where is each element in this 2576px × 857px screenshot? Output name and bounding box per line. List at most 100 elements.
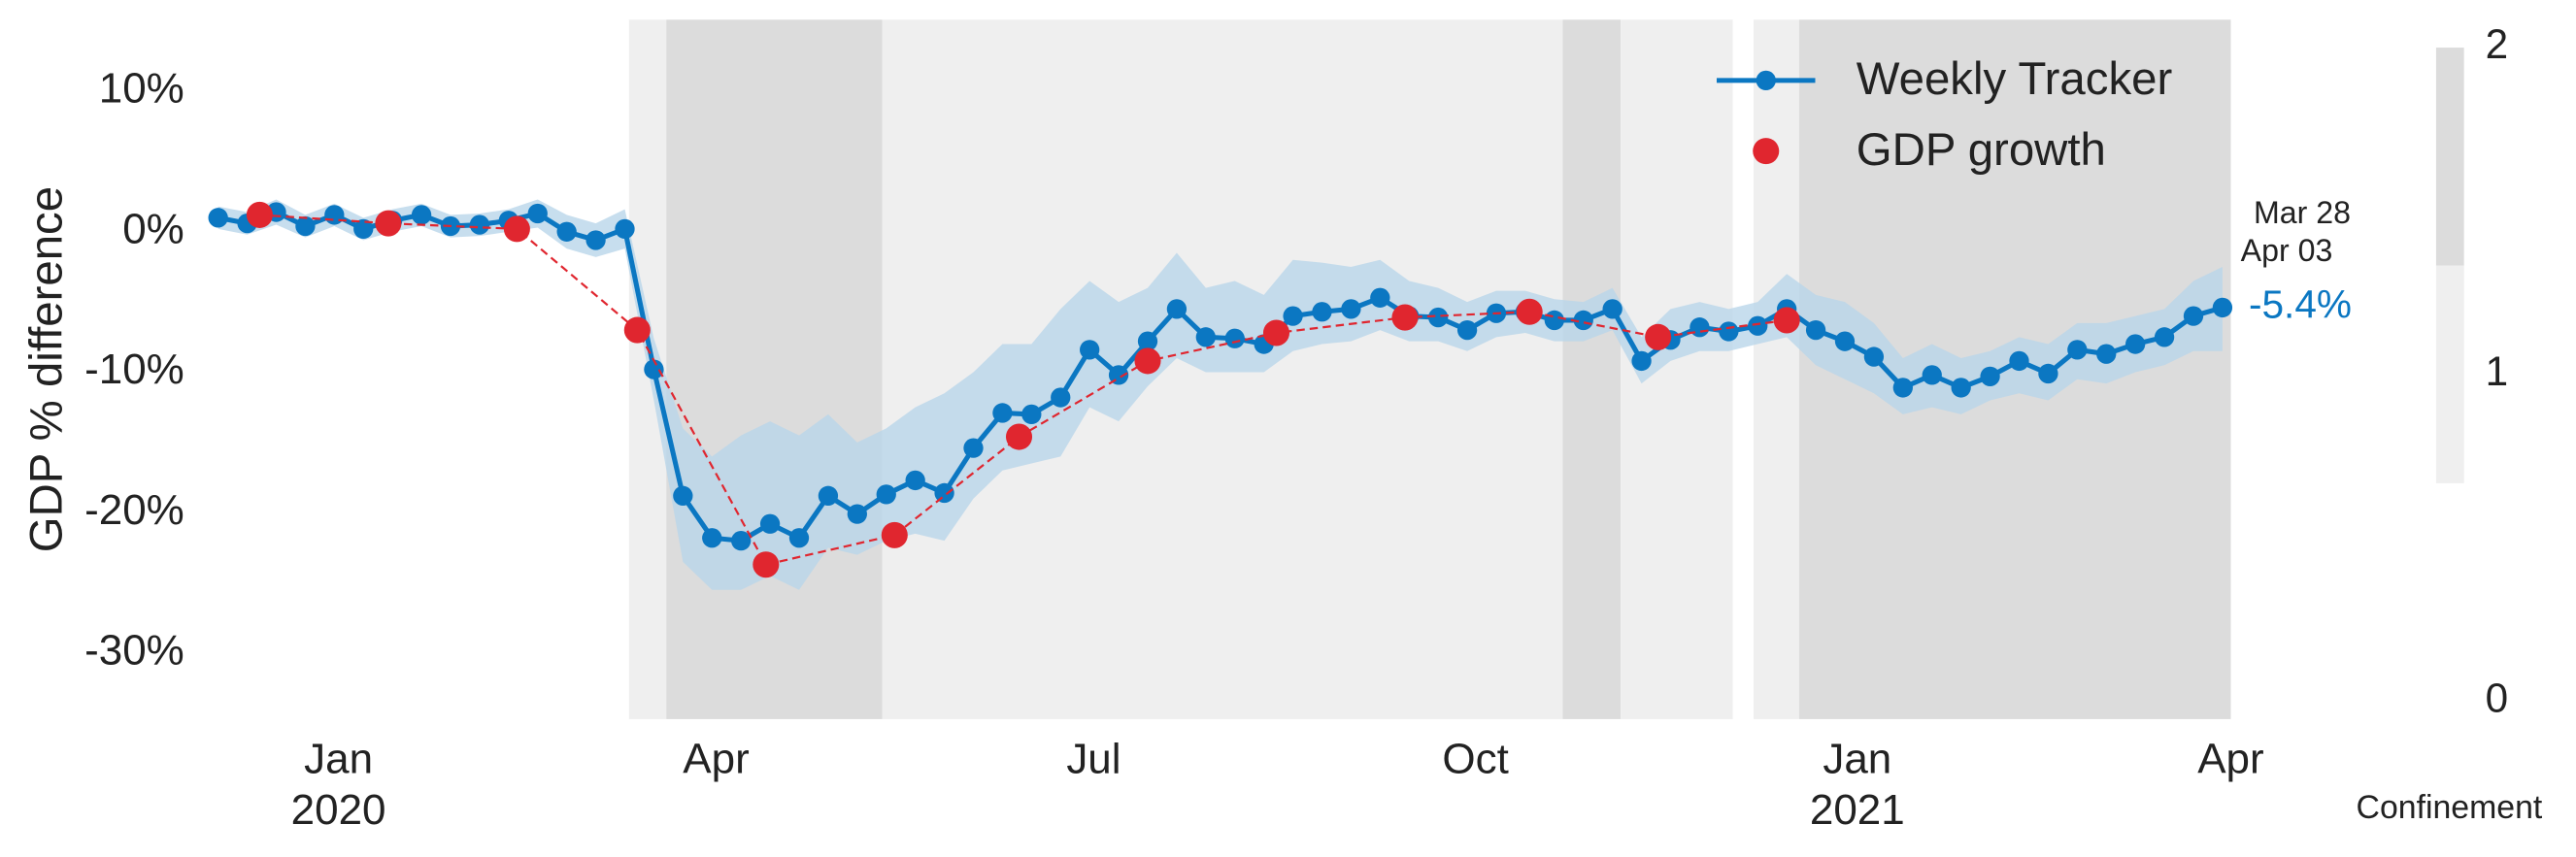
- weekly-point: [1195, 327, 1216, 347]
- weekly-point: [1631, 350, 1652, 372]
- weekly-point: [527, 203, 548, 224]
- weekly-point: [2067, 340, 2088, 360]
- weekly-point: [1137, 331, 1158, 351]
- weekly-point: [992, 403, 1013, 423]
- gdp-point: [503, 215, 530, 243]
- gdp-point: [1516, 298, 1543, 325]
- colorbar-tick-label: 1: [2486, 348, 2509, 394]
- weekly-point: [1573, 310, 1593, 331]
- weekly-point: [905, 470, 925, 491]
- weekly-point: [731, 530, 752, 551]
- weekly-point: [1951, 378, 1971, 398]
- weekly-point: [1166, 299, 1188, 319]
- x-tick-label: Apr: [2197, 736, 2263, 783]
- annotation: Apr 03: [2241, 233, 2333, 268]
- weekly-point: [1456, 319, 1478, 341]
- weekly-point: [1021, 404, 1042, 425]
- gdp-point: [246, 201, 273, 228]
- weekly-point: [1922, 365, 1942, 385]
- weekly-point: [2125, 334, 2146, 354]
- weekly-point: [1224, 328, 1245, 348]
- x-year-label: 2021: [1810, 786, 1905, 834]
- weekly-point: [1748, 315, 1768, 336]
- weekly-point: [353, 218, 374, 240]
- y-axis-label: GDP % difference: [21, 186, 73, 552]
- weekly-point: [469, 214, 490, 235]
- weekly-point: [1312, 302, 1332, 322]
- x-tick-label: Jan: [304, 736, 373, 783]
- weekly-point: [1602, 299, 1623, 319]
- gdp-point: [1005, 423, 1033, 450]
- x-year-label: 2020: [291, 786, 386, 834]
- weekly-point: [2183, 306, 2204, 326]
- weekly-point: [847, 504, 867, 524]
- weekly-point: [818, 485, 839, 506]
- legend: Weekly Tracker GDP growth: [1717, 53, 2172, 176]
- y-tick-label: 10%: [99, 65, 184, 113]
- colorbar-label: Confinement: [2357, 789, 2543, 826]
- value-label: -5.4%: [2249, 282, 2352, 327]
- colorbar-segment: [2435, 482, 2464, 702]
- weekly-point: [585, 230, 606, 250]
- weekly-point: [1080, 340, 1100, 360]
- gdp-point: [753, 551, 780, 578]
- colorbar-segment: [2435, 265, 2464, 483]
- confinement-period: [1562, 19, 1622, 719]
- gdp-point: [881, 521, 908, 548]
- legend-swatch: [1756, 70, 1776, 91]
- gdp-point: [1391, 304, 1419, 331]
- weekly-point: [876, 484, 896, 505]
- gdp-point: [623, 316, 651, 344]
- weekly-point: [1719, 321, 1739, 342]
- weekly-point: [702, 528, 722, 548]
- weekly-point: [673, 485, 693, 506]
- gdp-point: [375, 210, 402, 237]
- annotation: Mar 28: [2254, 195, 2351, 230]
- weekly-point: [2096, 344, 2117, 364]
- weekly-point: [1863, 346, 1885, 367]
- weekly-point: [1341, 299, 1361, 319]
- weekly-point: [1689, 317, 1710, 338]
- weekly-point: [1805, 319, 1826, 341]
- weekly-point: [411, 205, 432, 225]
- confidence-band: [217, 199, 2223, 590]
- x-tick-label: Apr: [683, 736, 749, 783]
- weekly-point: [963, 438, 984, 458]
- y-tick-label: -10%: [84, 346, 184, 393]
- legend-swatch: [1753, 138, 1780, 165]
- weekly-point: [1051, 387, 1071, 408]
- y-tick-label: 0%: [122, 205, 184, 252]
- colorbar-segment: [2435, 48, 2464, 266]
- y-tick-label: -30%: [84, 627, 184, 675]
- weekly-point: [1428, 307, 1449, 328]
- gdp-point: [1773, 307, 1800, 334]
- weekly-point: [1283, 306, 1303, 326]
- x-tick-label: Jul: [1066, 736, 1121, 783]
- weekly-point: [1834, 331, 1856, 351]
- legend-label: GDP growth: [1857, 124, 2106, 176]
- y-tick-label: -20%: [84, 486, 184, 534]
- weekly-point: [788, 528, 810, 548]
- weekly-point: [615, 218, 635, 240]
- x-tick-label: Jan: [1823, 736, 1891, 783]
- colorbar-tick-label: 2: [2486, 21, 2509, 67]
- weekly-point: [1370, 287, 1390, 308]
- weekly-point: [1544, 310, 1564, 331]
- gdp-point: [1262, 319, 1290, 346]
- weekly-point: [2154, 327, 2175, 347]
- weekly-line: [217, 209, 2224, 544]
- weekly-point: [2038, 363, 2058, 384]
- weekly-point: [644, 359, 664, 379]
- legend-label: Weekly Tracker: [1857, 53, 2172, 105]
- weekly-point: [2009, 350, 2029, 372]
- weekly-point: [759, 513, 781, 534]
- gdp-point: [1134, 347, 1161, 375]
- weekly-point: [208, 208, 228, 228]
- colorbar-tick-label: 0: [2486, 675, 2509, 720]
- weekly-point: [295, 215, 316, 237]
- x-tick-label: Oct: [1442, 736, 1508, 783]
- weekly-point: [556, 221, 577, 242]
- weekly-point: [1980, 366, 2000, 386]
- weekly-point: [2212, 297, 2233, 318]
